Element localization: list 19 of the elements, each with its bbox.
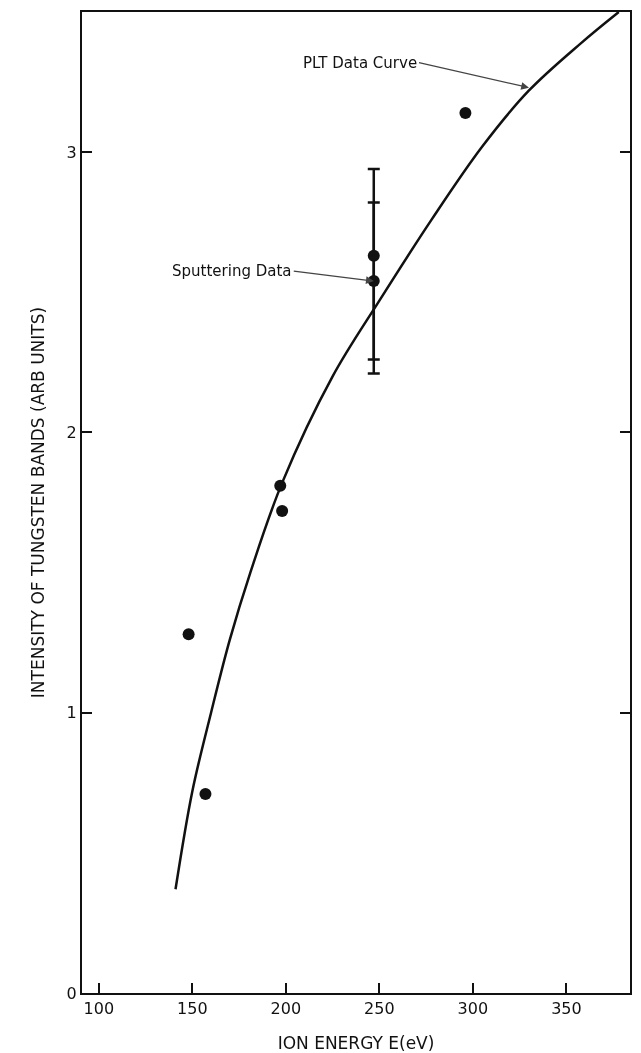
x-tick-label: 100 xyxy=(83,999,115,1019)
point xyxy=(459,106,472,119)
y-tick-label: 0 xyxy=(66,983,77,1003)
x-axis-title: ION ENERGY E(eV) xyxy=(277,1033,435,1053)
x-tick-label: 350 xyxy=(551,999,582,1019)
point xyxy=(367,249,380,262)
annotation: PLT Data Curve xyxy=(303,54,418,72)
point xyxy=(182,628,195,641)
y-tick-label: 3 xyxy=(66,142,77,162)
x-tick-label: 200 xyxy=(270,999,302,1019)
point xyxy=(199,788,212,800)
y-tick-label: 2 xyxy=(66,423,77,443)
annotation: Sputtering Data xyxy=(172,262,292,280)
y-axis-title: INTENSITY OF TUNGSTEN BANDS (ARB UNITS) xyxy=(27,306,48,699)
x-tick-label: 150 xyxy=(177,999,208,1019)
x-tick-label: 250 xyxy=(364,999,395,1019)
x-tick-label: 300 xyxy=(457,999,489,1019)
point xyxy=(276,504,289,517)
y-tick-label: 1 xyxy=(66,703,77,723)
